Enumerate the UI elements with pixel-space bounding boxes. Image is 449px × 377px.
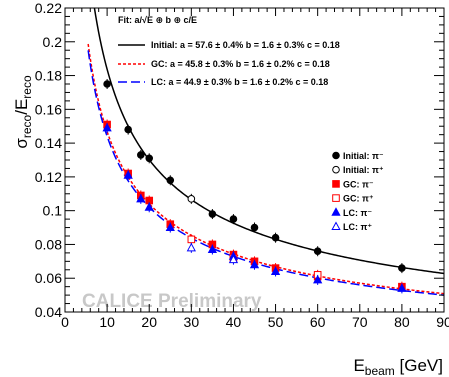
y-axis-label-num-sub: reco [20,114,34,138]
data-point [208,210,217,218]
y-tick-label: 0.08 [35,236,62,252]
legend-label: Initial: π⁻ [343,151,384,161]
legend-label: LC: π⁻ [343,208,372,218]
y-tick-label: 0.22 [35,0,62,16]
y-axis-label-sep: /E [12,99,31,115]
data-point [249,259,260,269]
data-point [250,223,259,232]
legend-marker [332,165,340,174]
x-tick-label: 30 [184,314,200,330]
data-point [313,274,323,284]
x-tick-label: 20 [141,314,157,330]
y-axis-label-den-sub: reco [20,75,34,99]
data-point [271,233,280,242]
x-tick-label: 90 [436,314,449,330]
fit-legend-label: GC: a = 45.8 ± 0.3% b = 1.6 ± 0.2% c = 0… [151,59,330,69]
x-axis-label-main: E [353,356,364,375]
legend-label: Initial: π⁺ [343,165,384,175]
legend-marker [332,151,340,160]
x-axis-label: Ebeam [GeV] [353,356,443,377]
fit-header: Fit: a/√E ⊕ b ⊕ c/E [118,15,197,25]
data-point [137,151,145,159]
y-tick-label: 0.16 [35,101,62,117]
x-axis-label-unit: [GeV] [395,356,443,375]
y-axis-label: σreco/Ereco [12,75,34,149]
marker-legend: Initial: π⁻ Initial: π⁺ GC: π⁻ GC: π⁺ LC: π⁻… [331,151,384,232]
watermark-text: CALICE Preliminary [82,291,262,312]
legend-label: GC: π⁺ [343,194,374,204]
legend-marker [331,221,341,230]
y-tick-label: 0.04 [35,304,62,320]
data-point [123,170,133,179]
data-point [398,264,406,272]
data-point [228,254,239,264]
data-point [187,195,196,203]
data-markers [102,79,407,294]
data-point [313,247,322,255]
data-point [186,242,196,252]
fit-legend-label: LC: a = 44.9 ± 0.3% b = 1.6 ± 0.2% c = 0… [151,77,328,87]
data-point [207,244,218,254]
x-axis-label-sub: beam [365,364,395,377]
data-point [102,122,112,132]
data-point [145,154,154,163]
fit-legend: Fit: a/√E ⊕ b ⊕ c/E Initial: a = 57.6 ± … [118,15,340,87]
fit-legend-label: Initial: a = 57.6 ± 0.4% b = 1.6 ± 0.3% … [151,40,340,50]
data-point [103,80,111,88]
data-point [397,283,407,292]
x-tick-label: 10 [99,314,115,330]
data-point [187,235,196,244]
fit-legend-rows: Initial: a = 57.6 ± 0.4% b = 1.6 ± 0.3% … [118,40,340,87]
x-tick-label: 70 [352,314,368,330]
legend-marker [332,180,340,188]
legend-marker [331,207,341,216]
x-tick-label: 0 [61,314,69,330]
data-point [229,215,238,223]
x-tick-label: 60 [310,314,326,330]
y-tick-label: 0.1 [43,203,63,219]
data-point [165,222,175,232]
data-point [136,193,146,203]
fit-curve [87,50,444,296]
x-tick-label: 40 [226,314,242,330]
data-point [144,202,154,211]
data-point [270,266,281,275]
legend-marker [332,194,340,202]
x-tick-label: 80 [394,314,410,330]
legend-label: GC: π⁻ [343,179,374,189]
x-tick-label: 50 [268,314,284,330]
y-tick-label: 0.18 [35,68,62,84]
data-point [124,125,132,134]
y-tick-label: 0.06 [35,270,62,286]
y-tick-label: 0.14 [35,135,62,151]
axis-ticks: 0 10 20 30 40 50 60 70 80 90 0.04 0.06 0.08 0.1 0.12 0.… [35,0,449,330]
y-tick-label: 0.2 [43,34,63,50]
y-tick-label: 0.12 [35,169,62,185]
y-axis-label-num: σ [12,138,31,149]
legend-label: LC: π⁺ [343,222,372,232]
data-point [166,176,175,185]
